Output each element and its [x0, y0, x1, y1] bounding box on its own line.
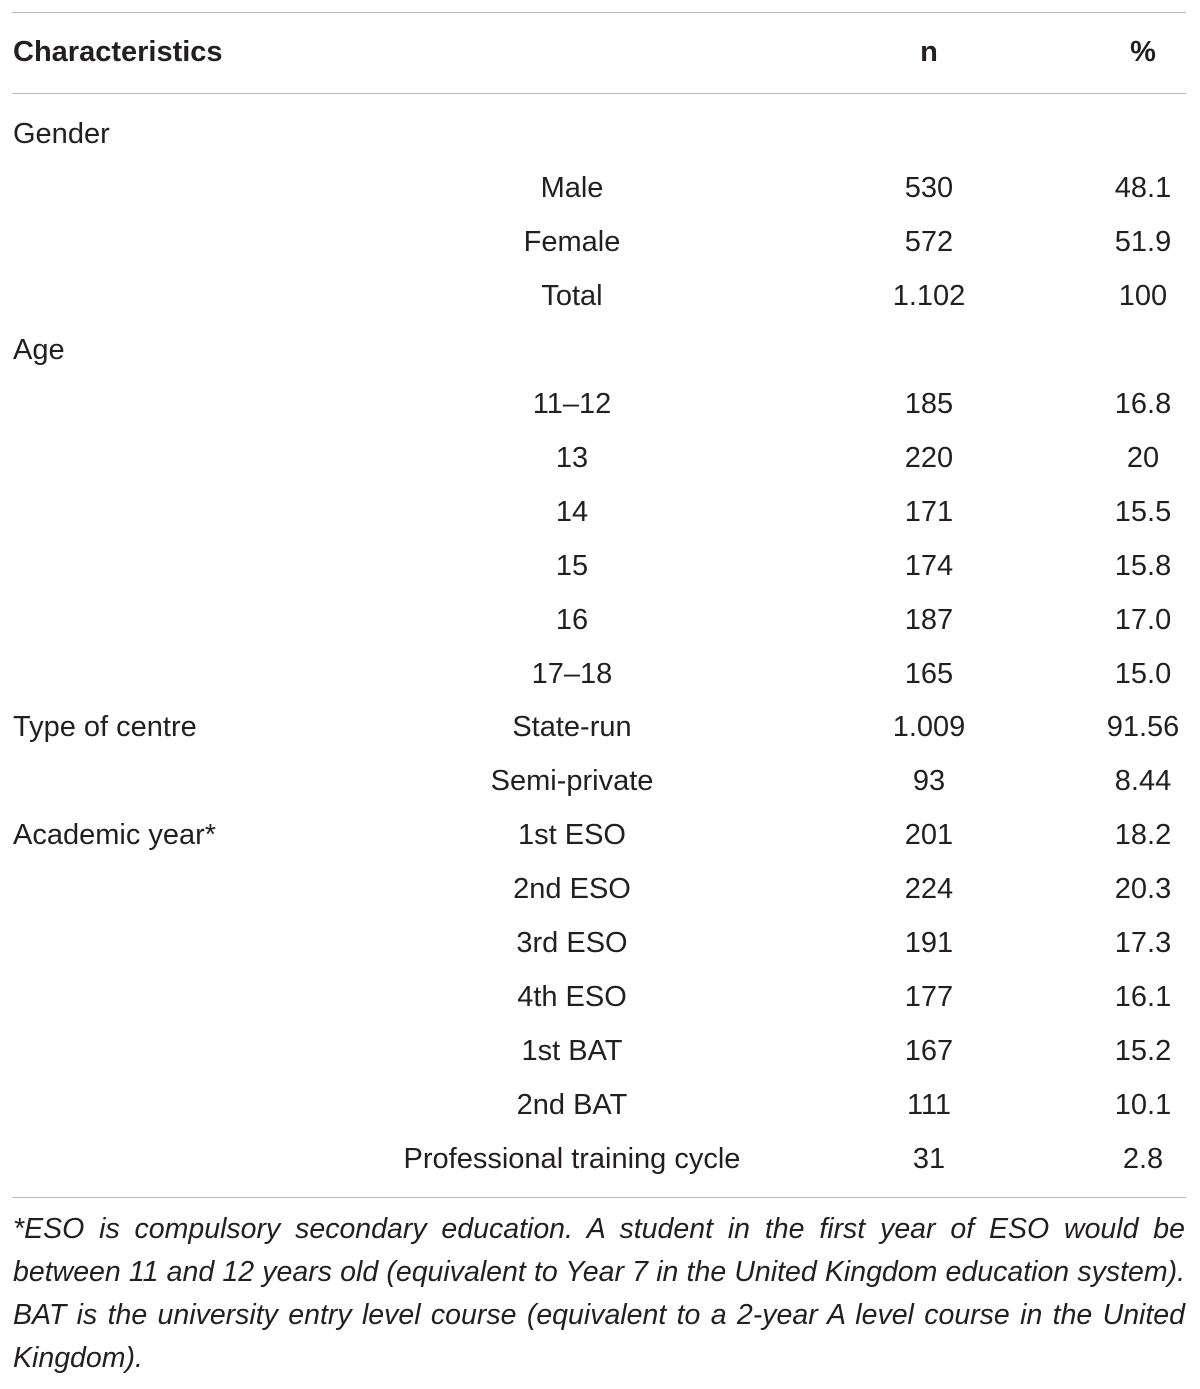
row-n-value: 187	[904, 603, 954, 636]
row-percent-value: 91.56	[1106, 711, 1180, 744]
row-percent-value	[1086, 107, 1200, 161]
row-percent-value: 100	[1118, 279, 1168, 312]
row-n-value: 177	[904, 981, 954, 1014]
row-percent-value: 15.8	[1114, 549, 1172, 582]
row-n-value: 530	[904, 171, 954, 204]
row-subgroup-label: Semi-private	[490, 765, 654, 798]
table-row: Type of centre State-run 1.009 91.56	[0, 700, 1200, 754]
row-subgroup-label: 1st BAT	[521, 1035, 623, 1068]
row-percent-value: 8.44	[1114, 765, 1172, 798]
row-n-value: 185	[904, 387, 954, 420]
row-n-value: 165	[904, 657, 954, 690]
row-n-value: 167	[904, 1035, 954, 1068]
row-subgroup-label: State-run	[512, 711, 632, 744]
row-group-label: Age	[13, 333, 65, 366]
row-group-label: Type of centre	[13, 711, 197, 744]
table-row: 1st BAT 167 15.2	[0, 1024, 1200, 1078]
row-n-value: 191	[904, 927, 954, 960]
row-n-value	[858, 107, 1000, 161]
row-n-value: 220	[904, 441, 954, 474]
row-group-label: Gender	[13, 118, 110, 150]
row-subgroup-label	[360, 323, 784, 377]
row-percent-value: 20	[1126, 441, 1160, 474]
row-percent-value: 17.0	[1114, 603, 1172, 636]
row-n-value: 171	[904, 495, 954, 528]
table-header-rule	[12, 93, 1186, 94]
row-n-value	[858, 323, 1000, 377]
row-n-value: 224	[904, 873, 954, 906]
row-subgroup-label: 17–18	[531, 657, 613, 690]
table-row: 15 174 15.8	[0, 539, 1200, 593]
table-bottom-rule	[12, 1197, 1186, 1198]
table-row: Gender	[0, 107, 1200, 161]
row-n-value: 111	[906, 1089, 952, 1122]
table-row: 3rd ESO 191 17.3	[0, 916, 1200, 970]
table-row: 11–12 185 16.8	[0, 377, 1200, 431]
row-percent-value: 10.1	[1114, 1089, 1172, 1122]
row-n-value: 1.009	[892, 711, 966, 744]
table-row: 14 171 15.5	[0, 485, 1200, 539]
row-n-value: 174	[904, 549, 954, 582]
table-row: Male 530 48.1	[0, 161, 1200, 215]
row-subgroup-label: 4th ESO	[517, 981, 627, 1014]
row-n-value: 572	[904, 225, 954, 258]
row-subgroup-label: 13	[555, 441, 589, 474]
table-row: 2nd ESO 224 20.3	[0, 862, 1200, 916]
row-subgroup-label: Male	[540, 171, 604, 204]
row-percent-value: 16.8	[1114, 387, 1172, 420]
table-row: Semi-private 93 8.44	[0, 754, 1200, 808]
table-row: Total 1.102 100	[0, 269, 1200, 323]
row-subgroup-label: Professional training cycle	[403, 1143, 741, 1176]
row-subgroup-label: 15	[555, 549, 589, 582]
row-n-value: 31	[912, 1143, 946, 1176]
row-subgroup-label: 2nd ESO	[513, 873, 631, 906]
row-subgroup-label: 3rd ESO	[516, 927, 628, 960]
row-group-label: Academic year*	[13, 819, 217, 852]
header-percent: %	[1130, 36, 1156, 68]
table-row: Professional training cycle 31 2.8	[0, 1132, 1200, 1186]
header-characteristics: Characteristics	[13, 36, 223, 68]
row-percent-value: 16.1	[1114, 981, 1172, 1014]
table-top-rule	[12, 12, 1186, 13]
table-row: 4th ESO 177 16.1	[0, 970, 1200, 1024]
row-percent-value: 15.0	[1114, 657, 1172, 690]
row-percent-value: 15.5	[1114, 495, 1172, 528]
table-row: 17–18 165 15.0	[0, 647, 1200, 701]
table-row: Age	[0, 323, 1200, 377]
table-row: Female 572 51.9	[0, 215, 1200, 269]
row-percent-value	[1086, 323, 1200, 377]
row-n-value: 93	[912, 765, 946, 798]
table-row: Academic year* 1st ESO 201 18.2	[0, 808, 1200, 862]
row-n-value: 201	[904, 819, 954, 852]
row-percent-value: 20.3	[1114, 873, 1172, 906]
row-percent-value: 15.2	[1114, 1035, 1172, 1068]
row-subgroup-label: 2nd BAT	[516, 1089, 628, 1122]
row-subgroup-label: 11–12	[532, 387, 612, 420]
row-subgroup-label: Total	[541, 279, 603, 312]
row-subgroup-label: 1st ESO	[518, 819, 626, 852]
row-percent-value: 17.3	[1114, 927, 1172, 960]
row-percent-value: 51.9	[1114, 225, 1172, 258]
row-subgroup-label	[360, 107, 784, 161]
row-subgroup-label: 16	[555, 603, 589, 636]
header-n: n	[920, 36, 938, 68]
row-percent-value: 2.8	[1122, 1143, 1164, 1176]
table-row: 16 187 17.0	[0, 593, 1200, 647]
row-subgroup-label: Female	[523, 225, 621, 258]
table-header-row: Characteristics n %	[0, 25, 1200, 79]
row-percent-value: 18.2	[1114, 819, 1172, 852]
table-footnote: *ESO is compulsory secondary education. …	[13, 1213, 1185, 1374]
table-row: 2nd BAT 111 10.1	[0, 1078, 1200, 1132]
table-row: 13 220 20	[0, 431, 1200, 485]
row-percent-value: 48.1	[1114, 171, 1172, 204]
row-subgroup-label: 14	[555, 495, 589, 528]
row-n-value: 1.102	[892, 279, 966, 312]
